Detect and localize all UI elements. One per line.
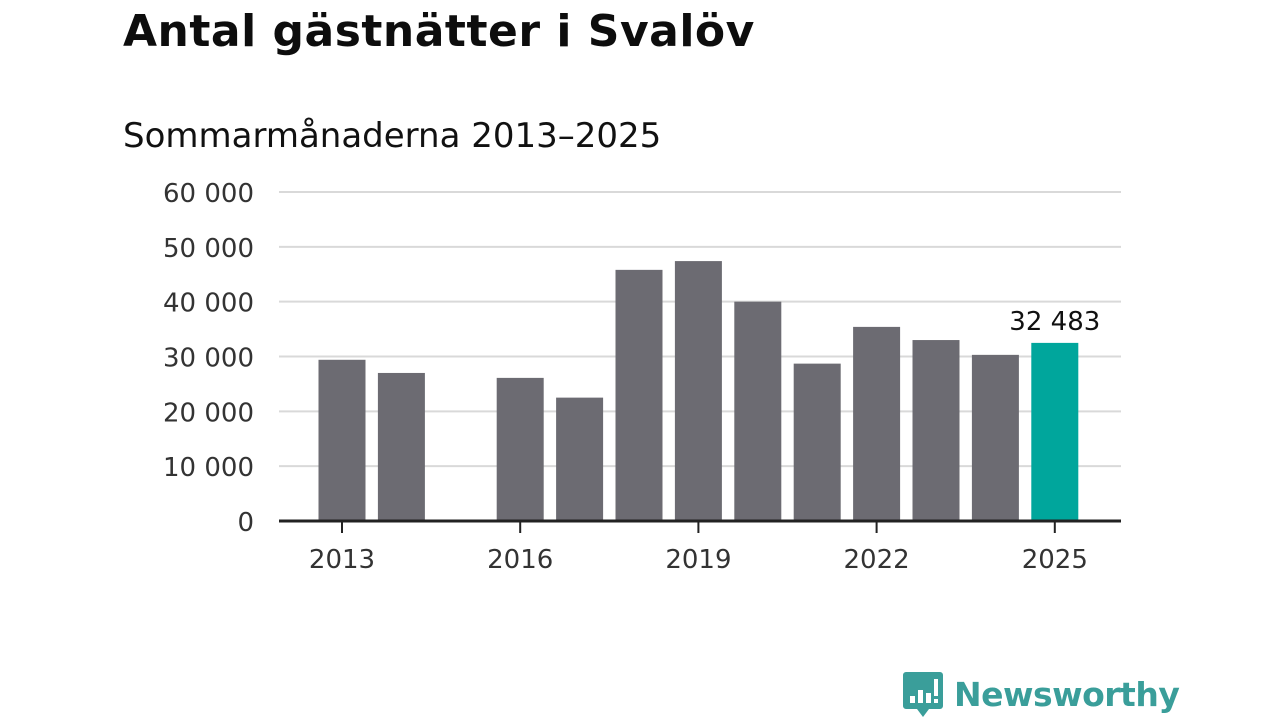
bar-chart: 0 10 000 20 000 30 000 40 000 50 000 60 000 32 … <box>163 179 1121 575</box>
bar-2014 <box>377 372 425 521</box>
bar-2016 <box>496 377 544 521</box>
bar-2013 <box>318 359 366 521</box>
y-tick-label: 10 000 <box>163 453 254 483</box>
chart-title: Antal gästnätter i Svalöv <box>123 6 755 57</box>
brand-name: Newsworthy <box>954 674 1180 714</box>
x-tick-label: 2022 <box>844 545 910 575</box>
bar-2019 <box>674 261 722 521</box>
newsworthy-logo: Newsworthy <box>902 670 1180 718</box>
y-tick-label: 0 <box>237 508 254 538</box>
y-tick-label: 30 000 <box>163 344 254 374</box>
bar-2018 <box>615 269 663 521</box>
bars <box>318 261 1079 521</box>
chart-subtitle: Sommarmånaderna 2013–2025 <box>123 116 662 156</box>
axes <box>279 519 1121 533</box>
bar-2024 <box>971 354 1019 521</box>
y-tick-label: 60 000 <box>163 179 254 209</box>
x-tick-label: 2013 <box>309 545 375 575</box>
x-tick-label: 2025 <box>1022 545 1088 575</box>
bar-2023 <box>912 340 960 521</box>
labels: 0 10 000 20 000 30 000 40 000 50 000 60 000 32 … <box>163 179 1100 575</box>
data-label: 32 483 <box>1009 307 1100 337</box>
bar-2025 <box>1031 342 1079 521</box>
bar-2017 <box>556 397 604 521</box>
chart-bubble-icon <box>903 672 943 717</box>
bar-2020 <box>734 301 782 521</box>
y-tick-label: 50 000 <box>163 234 254 264</box>
bar-2021 <box>793 363 841 521</box>
y-tick-label: 40 000 <box>163 289 254 319</box>
y-tick-label: 20 000 <box>163 398 254 428</box>
x-tick-label: 2016 <box>487 545 553 575</box>
x-tick-label: 2019 <box>665 545 731 575</box>
bar-2022 <box>853 326 901 521</box>
